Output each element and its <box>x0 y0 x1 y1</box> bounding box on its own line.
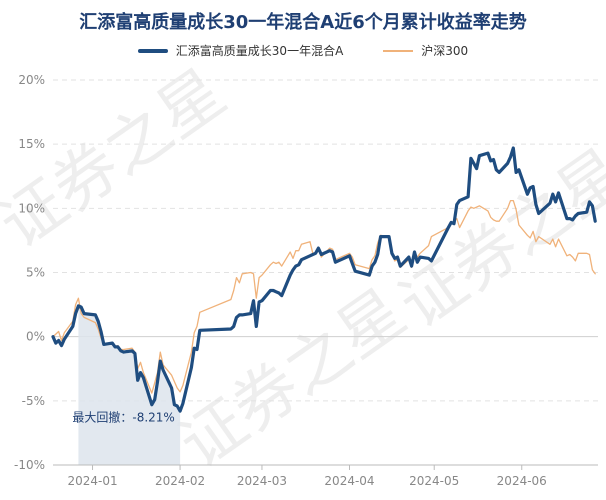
y-tick-label: 0% <box>26 330 45 344</box>
max-drawdown-label: 最大回撤：-8.21% <box>72 409 174 424</box>
max-drawdown-area <box>78 305 181 465</box>
y-tick-label: 5% <box>26 266 45 280</box>
legend-item-benchmark[interactable]: 沪深300 <box>383 42 468 59</box>
x-tick-label: 2024-06 <box>497 474 547 488</box>
legend-swatch-benchmark <box>383 49 414 52</box>
series-line-fund <box>51 146 597 413</box>
x-tick-label: 2024-05 <box>409 474 459 488</box>
y-tick-label: 20% <box>18 73 45 87</box>
legend-label-benchmark: 沪深300 <box>421 44 469 58</box>
y-tick-label: 15% <box>18 137 45 151</box>
legend-item-fund[interactable]: 汇添富高质量成长30一年混合A <box>137 42 344 59</box>
y-tick-label: -5% <box>22 394 45 408</box>
y-tick-label: 10% <box>18 201 45 215</box>
y-tick-label: -10% <box>14 458 45 472</box>
x-tick-label: 2024-02 <box>155 474 205 488</box>
chart-legend: 汇添富高质量成长30一年混合A 沪深300 <box>0 42 606 59</box>
x-tick-label: 2024-01 <box>67 474 117 488</box>
x-tick-label: 2024-04 <box>324 474 374 488</box>
legend-swatch-fund <box>137 48 168 53</box>
legend-label-fund: 汇添富高质量成长30一年混合A <box>175 44 344 58</box>
chart-title: 汇添富高质量成长30一年混合A近6个月累计收益率走势 <box>79 12 527 33</box>
watermark-text: 证券之星 <box>167 276 419 483</box>
x-tick-label: 2024-03 <box>237 474 287 488</box>
